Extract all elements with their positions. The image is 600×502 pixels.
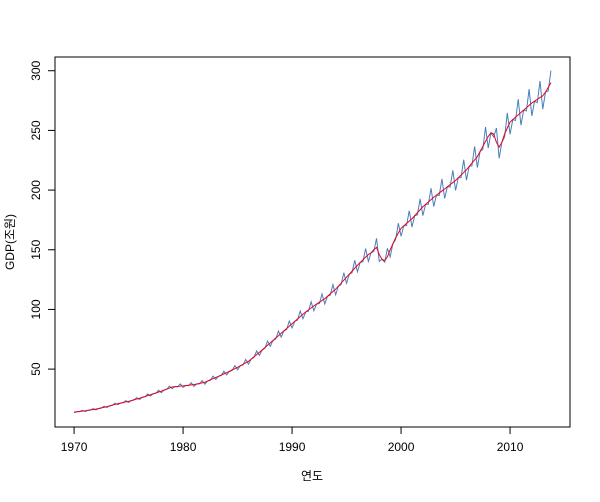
x-axis-label: 연도 <box>301 469 323 483</box>
y-tick-label: 100 <box>29 299 43 319</box>
x-tick-label: 1990 <box>279 440 306 454</box>
y-tick-label: 300 <box>29 60 43 80</box>
y-axis-label: GDP(조원) <box>3 214 17 270</box>
series-line <box>74 82 552 413</box>
x-tick-label: 2000 <box>388 440 415 454</box>
y-tick-label: 150 <box>29 239 43 259</box>
series-line <box>73 70 552 414</box>
x-tick-label: 1980 <box>170 440 197 454</box>
y-tick-label: 200 <box>29 180 43 200</box>
plot-frame <box>54 56 571 428</box>
x-tick-label: 2010 <box>497 440 524 454</box>
y-tick-label: 50 <box>29 362 43 376</box>
x-tick-label: 1970 <box>61 440 88 454</box>
y-tick-label: 250 <box>29 120 43 140</box>
